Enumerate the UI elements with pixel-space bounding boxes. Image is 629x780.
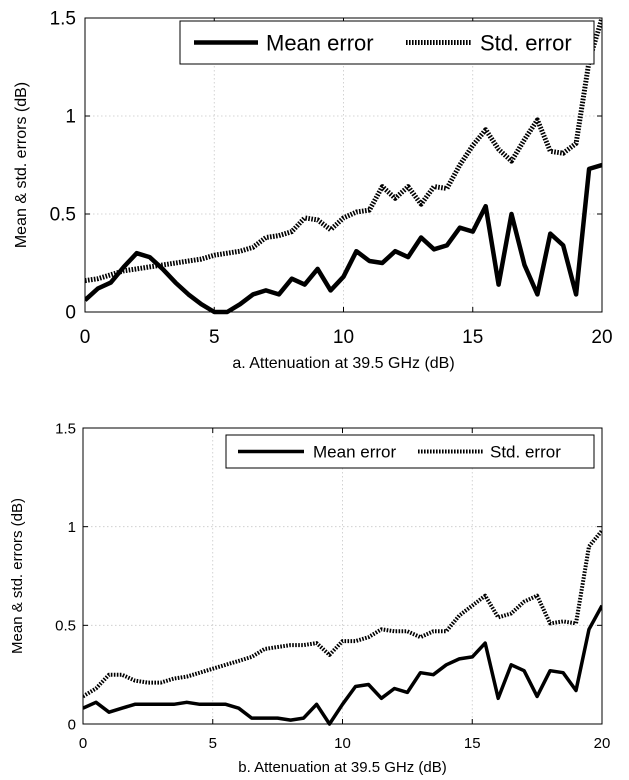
x-axis-label: b. Attenuation at 39.5 GHz (dB) bbox=[238, 759, 446, 776]
y-tick-labels: 0 0.5 1 1.5 bbox=[50, 9, 602, 324]
x-tick-label: 20 bbox=[594, 735, 611, 752]
x-tick-label: 15 bbox=[464, 735, 481, 752]
legend-label-std-error: Std. error bbox=[490, 443, 561, 462]
series-line-mean-error bbox=[83, 604, 602, 726]
y-tick-label: 0 bbox=[68, 716, 76, 733]
grid-lines bbox=[82, 427, 603, 725]
legend: Mean error Std. error bbox=[179, 20, 595, 65]
y-tick-label: 1.5 bbox=[50, 9, 76, 30]
y-tick-label: 1 bbox=[65, 107, 76, 128]
x-tick-labels: 0 5 10 15 20 bbox=[80, 18, 613, 348]
y-axis-label: Mean & std. errors (dB) bbox=[13, 82, 30, 248]
x-tick-label: 20 bbox=[591, 327, 612, 348]
x-tick-label: 10 bbox=[334, 735, 351, 752]
series-layer bbox=[85, 17, 602, 315]
series-line-std-error bbox=[83, 529, 602, 699]
y-tick-label: 0.5 bbox=[50, 205, 76, 226]
x-axis-label: a. Attenuation at 39.5 GHz (dB) bbox=[232, 355, 454, 372]
series-line-mean-error bbox=[85, 162, 602, 315]
x-tick-label: 0 bbox=[79, 735, 87, 752]
legend-label-mean-error: Mean error bbox=[266, 30, 374, 55]
chart-panel-a: 0 5 10 15 20 0 0.5 1 1.5 a. Attenuation at 39.5… bbox=[13, 9, 613, 372]
y-axis-label: Mean & std. errors (dB) bbox=[9, 498, 26, 654]
x-tick-label: 15 bbox=[462, 327, 483, 348]
y-tick-label: 0.5 bbox=[55, 618, 76, 635]
legend-label-std-error: Std. error bbox=[480, 30, 572, 55]
legend: Mean error Std. error bbox=[225, 434, 595, 469]
y-tick-labels: 0 0.5 1 1.5 bbox=[55, 420, 602, 733]
legend-label-mean-error: Mean error bbox=[313, 443, 396, 462]
y-tick-label: 0 bbox=[65, 303, 76, 324]
chart-panel-b: 0 5 10 15 20 0 0.5 1 1.5 b. Attenuation at 39.5… bbox=[9, 420, 610, 776]
y-tick-label: 1 bbox=[68, 519, 76, 536]
series-layer bbox=[83, 529, 602, 726]
y-tick-label: 1.5 bbox=[55, 420, 76, 437]
x-tick-label: 5 bbox=[209, 735, 217, 752]
x-tick-labels: 0 5 10 15 20 bbox=[79, 428, 611, 752]
x-tick-label: 5 bbox=[209, 327, 220, 348]
x-tick-label: 0 bbox=[80, 327, 91, 348]
series-line-std-error bbox=[85, 17, 602, 284]
x-tick-label: 10 bbox=[333, 327, 354, 348]
